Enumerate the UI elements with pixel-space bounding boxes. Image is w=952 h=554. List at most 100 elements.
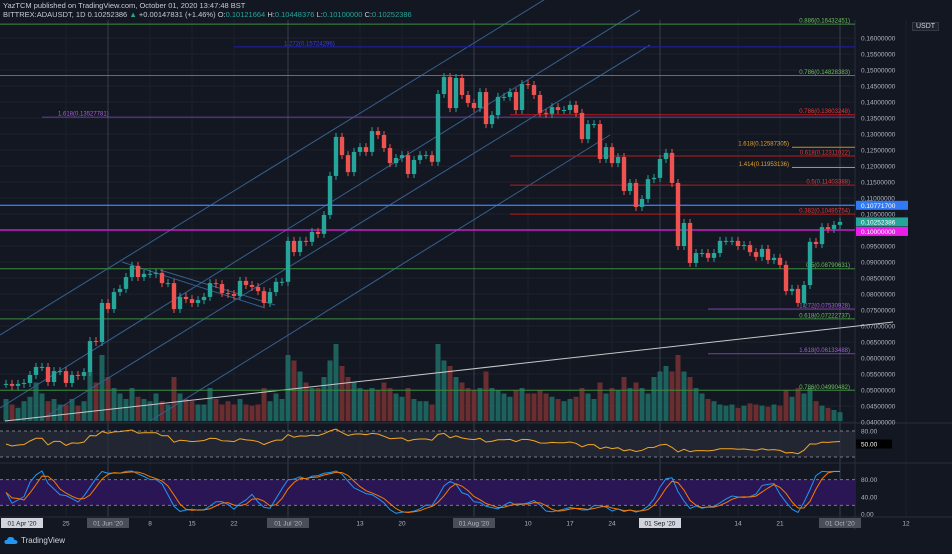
volume-bar <box>795 388 801 421</box>
rsi-tick-label: 80.00 <box>861 429 878 436</box>
volume-bar <box>783 390 789 421</box>
price-tick-label: 0.12000000 <box>861 164 896 171</box>
price-tick-label: 0.13000000 <box>861 132 896 139</box>
time-tick-label: 20 <box>398 521 406 528</box>
candle <box>555 107 561 110</box>
symbol-legend: BITTREX:ADAUSDT, 1D 0.10252386 ▲ +0.0014… <box>3 10 412 19</box>
candle <box>537 94 543 113</box>
volume-bar <box>153 393 159 421</box>
candle <box>507 92 513 97</box>
candle <box>81 372 87 376</box>
candle <box>489 115 495 125</box>
volume-bar <box>537 390 543 421</box>
time-tick: 17 <box>566 521 574 528</box>
volume-bar <box>837 412 843 421</box>
candle <box>651 177 657 180</box>
price-tick-label: 0.04000000 <box>861 420 896 427</box>
candle <box>519 84 525 110</box>
price-tick-label: 0.08500000 <box>861 276 896 283</box>
tradingview-brand[interactable]: TradingView <box>21 536 66 545</box>
candle <box>321 214 327 234</box>
candle <box>45 366 51 382</box>
candle <box>141 273 147 278</box>
volume-bar <box>333 344 339 421</box>
volume-bar <box>393 393 399 421</box>
candle <box>357 147 363 152</box>
candle <box>351 151 357 173</box>
volume-bar <box>69 399 75 421</box>
time-tick-label: 01 Oct '20 <box>825 521 855 528</box>
volume-bar <box>633 382 639 421</box>
time-tick-label: 22 <box>230 521 238 528</box>
candle <box>411 159 417 174</box>
volume-bar <box>405 388 411 421</box>
candle <box>153 272 159 274</box>
candle <box>237 280 243 296</box>
candle <box>69 374 75 383</box>
rsi-marker-box <box>856 439 892 449</box>
candle <box>159 272 165 284</box>
volume-bar <box>495 390 501 421</box>
volume-bar <box>117 393 123 421</box>
candle <box>309 231 315 242</box>
close-label: C: <box>364 10 373 19</box>
volume-bar <box>381 382 387 421</box>
candle <box>471 102 477 109</box>
time-tick-label: 24 <box>608 521 616 528</box>
time-tick: 22 <box>230 521 238 528</box>
volume-bar <box>3 399 9 421</box>
candle <box>501 96 507 98</box>
candle <box>681 222 687 246</box>
volume-bar <box>801 393 807 421</box>
publish-text: YazTCM published on TradingView.com, Oct… <box>3 1 246 10</box>
volume-bar <box>297 371 303 421</box>
volume-bar <box>123 399 129 421</box>
candle <box>477 92 483 109</box>
volume-bar <box>681 371 687 421</box>
candle <box>345 155 351 173</box>
volume-bar <box>747 403 753 421</box>
time-tick: 01 Jul '20 <box>267 518 309 528</box>
volume-bar <box>189 401 195 421</box>
volume-bar <box>699 393 705 421</box>
candle <box>327 175 333 215</box>
price-tick-label: 0.10500000 <box>861 212 896 219</box>
tradingview-cloud-icon <box>4 536 18 544</box>
candle <box>273 281 279 293</box>
volume-bar <box>825 407 831 421</box>
candle <box>657 158 663 178</box>
candle <box>495 96 501 116</box>
close-value: 0.10252386 <box>372 10 412 19</box>
symbol-name[interactable]: BITTREX:ADAUSDT, 1D <box>3 10 86 19</box>
stoch-tick-label: 40.00 <box>861 494 878 501</box>
time-label-box <box>1 518 43 528</box>
volume-bar <box>579 388 585 421</box>
candle <box>837 221 843 225</box>
volume-bar <box>315 388 321 421</box>
currency-unit-button[interactable]: USDT <box>912 22 940 31</box>
candle <box>627 182 633 191</box>
volume-bar <box>753 404 759 421</box>
volume-bar <box>501 393 507 421</box>
candle <box>753 252 759 257</box>
candle <box>591 124 597 126</box>
candle <box>87 341 93 373</box>
volume-bar <box>525 393 531 421</box>
candle <box>765 248 771 261</box>
volume-bar <box>213 399 219 421</box>
fib-level-label: 0.5(0.11403388) <box>806 180 850 186</box>
candle <box>201 296 207 301</box>
time-tick-label: 01 Jul '20 <box>274 521 302 528</box>
candle <box>297 240 303 253</box>
volume-bar <box>597 382 603 421</box>
volume-bar <box>555 399 561 421</box>
candle <box>177 296 183 310</box>
volume-bar <box>249 405 255 421</box>
volume-bar <box>573 396 579 421</box>
volume-bar <box>711 401 717 421</box>
volume-bar <box>675 355 681 421</box>
volume-bar <box>129 388 135 421</box>
time-tick-label: 12 <box>902 521 910 528</box>
candle <box>165 283 171 285</box>
